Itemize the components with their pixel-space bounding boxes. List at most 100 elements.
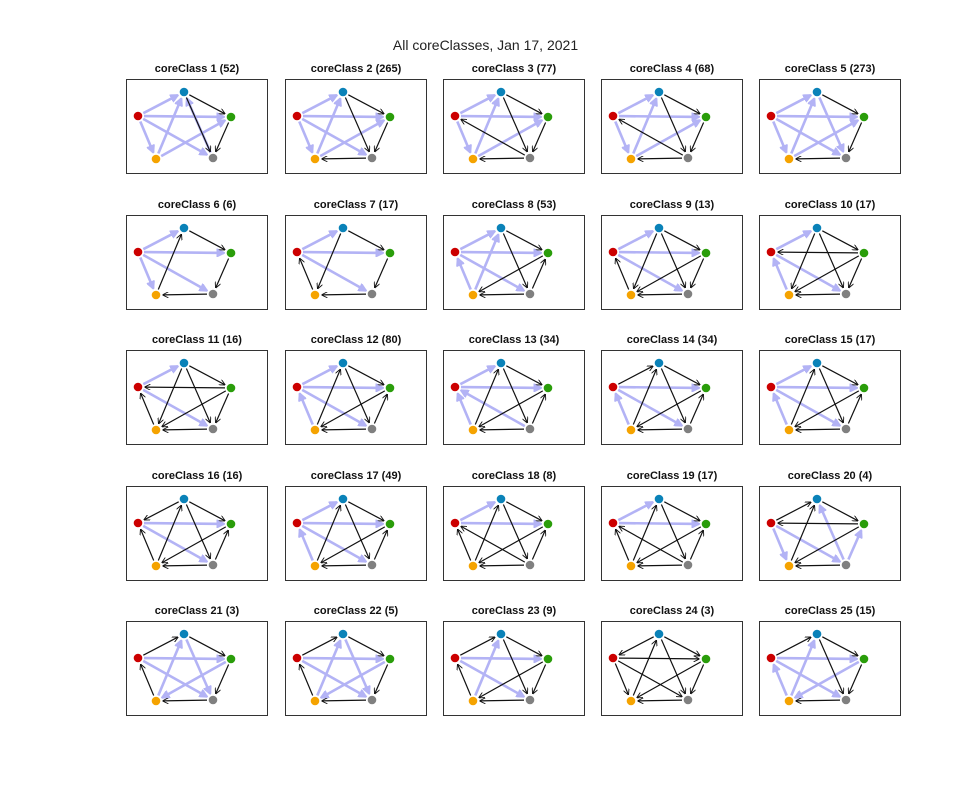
edge-red-to-blue [142, 230, 178, 251]
edge-gray-to-orange [796, 429, 841, 430]
node-red [450, 247, 460, 257]
panel-title: coreClass 7 (17) [313, 199, 399, 211]
edge-orange-to-blue [157, 235, 181, 290]
edge-blue-to-gray [185, 97, 210, 152]
node-orange [626, 425, 636, 435]
edge-gray-to-orange [638, 158, 683, 159]
edge-blue-to-gray [502, 97, 527, 152]
node-orange [310, 696, 320, 706]
panel-title: coreClass 19 (17) [626, 470, 718, 482]
network-graph [766, 494, 869, 571]
edge-gray-to-green [214, 530, 228, 560]
graph-box [601, 79, 743, 174]
edge-gray-to-blue [820, 505, 845, 561]
edge-gray-to-orange [163, 700, 208, 701]
edge-blue-to-green [348, 501, 384, 521]
node-orange [468, 290, 478, 300]
edge-red-to-blue [618, 366, 653, 385]
edge-blue-to-green [189, 230, 225, 250]
edge-red-to-blue [775, 365, 811, 386]
network-graph [766, 223, 869, 300]
panel-title: coreClass 8 (53) [471, 199, 557, 211]
node-red [608, 382, 618, 392]
node-blue [179, 629, 189, 639]
edge-orange-to-blue [316, 370, 340, 425]
edge-gray-to-orange [322, 700, 367, 701]
edge-green-to-orange [637, 661, 702, 698]
edge-green-to-gray [691, 664, 705, 694]
node-blue [338, 358, 348, 368]
graph-box [759, 79, 901, 174]
edge-red-to-green [302, 523, 383, 524]
edge-blue-to-green [664, 501, 700, 521]
edge-gray-to-orange [322, 565, 367, 566]
node-gray [367, 289, 377, 299]
edge-orange-to-green [793, 119, 858, 158]
edge-orange-to-blue [157, 99, 181, 155]
edge-blue-to-green [664, 94, 700, 114]
edge-green-to-orange [795, 255, 860, 292]
edge-orange-to-red [300, 259, 314, 290]
node-red [133, 382, 143, 392]
node-blue [179, 223, 189, 233]
edge-green-to-orange [637, 255, 702, 292]
edge-blue-to-green [348, 365, 384, 385]
edge-gray-to-orange [638, 294, 683, 295]
edge-red-to-green [776, 658, 857, 659]
edge-gray-to-green [847, 394, 861, 424]
edge-red-to-green [618, 252, 699, 253]
edge-red-to-gray [617, 253, 682, 292]
edge-gray-to-orange [480, 158, 525, 159]
edge-orange-to-blue [790, 99, 814, 155]
network-graph [133, 629, 236, 706]
panel-title: coreClass 18 (8) [471, 470, 557, 482]
panel-title: coreClass 23 (9) [471, 605, 557, 617]
node-blue [338, 629, 348, 639]
edge-red-to-green [143, 252, 224, 253]
edge-green-to-orange [479, 661, 544, 698]
panel-title: coreClass 14 (34) [626, 334, 718, 346]
edge-gray-to-orange [480, 700, 525, 701]
edge-orange-to-blue [157, 641, 181, 697]
edge-orange-to-blue [790, 641, 814, 697]
edge-orange-to-blue [474, 641, 498, 697]
edge-red-to-gray [301, 659, 366, 698]
edge-green-to-gray [216, 122, 230, 152]
panel-title: coreClass 11 (16) [152, 334, 242, 346]
panel-title: coreClass 13 (34) [468, 334, 560, 346]
node-green [226, 654, 236, 664]
edge-gray-to-orange [322, 429, 367, 430]
network-graph [608, 223, 711, 300]
edge-red-to-gray [301, 117, 366, 156]
node-red [766, 653, 776, 663]
edge-gray-to-green [373, 394, 387, 424]
node-orange [468, 425, 478, 435]
figure-title: All coreClasses, Jan 17, 2021 [392, 37, 579, 53]
graph-box [285, 350, 427, 445]
edge-gray-to-red [461, 526, 526, 563]
graph-box [126, 215, 268, 310]
edge-blue-to-gray [185, 638, 210, 694]
edge-gray-to-orange [796, 700, 841, 701]
edge-blue-to-gray [660, 504, 685, 559]
node-gray [525, 289, 535, 299]
node-blue [654, 629, 664, 639]
node-blue [812, 223, 822, 233]
edge-gray-to-orange [322, 294, 367, 295]
edge-orange-to-red [458, 394, 472, 426]
edge-orange-to-red [300, 530, 314, 562]
edge-red-to-blue [775, 230, 811, 251]
node-orange [626, 561, 636, 571]
graph-box [443, 486, 585, 581]
edge-red-to-blue [459, 230, 495, 251]
edge-red-to-gray [142, 117, 207, 156]
edge-red-to-blue [617, 230, 653, 251]
edge-green-to-gray [216, 258, 230, 288]
edge-gray-to-orange [638, 429, 683, 430]
edge-green-to-gray [216, 664, 230, 694]
graph-box [759, 215, 901, 310]
node-red [450, 518, 460, 528]
node-green [385, 519, 395, 529]
edge-red-to-blue [142, 94, 178, 115]
network-graph [450, 223, 553, 300]
